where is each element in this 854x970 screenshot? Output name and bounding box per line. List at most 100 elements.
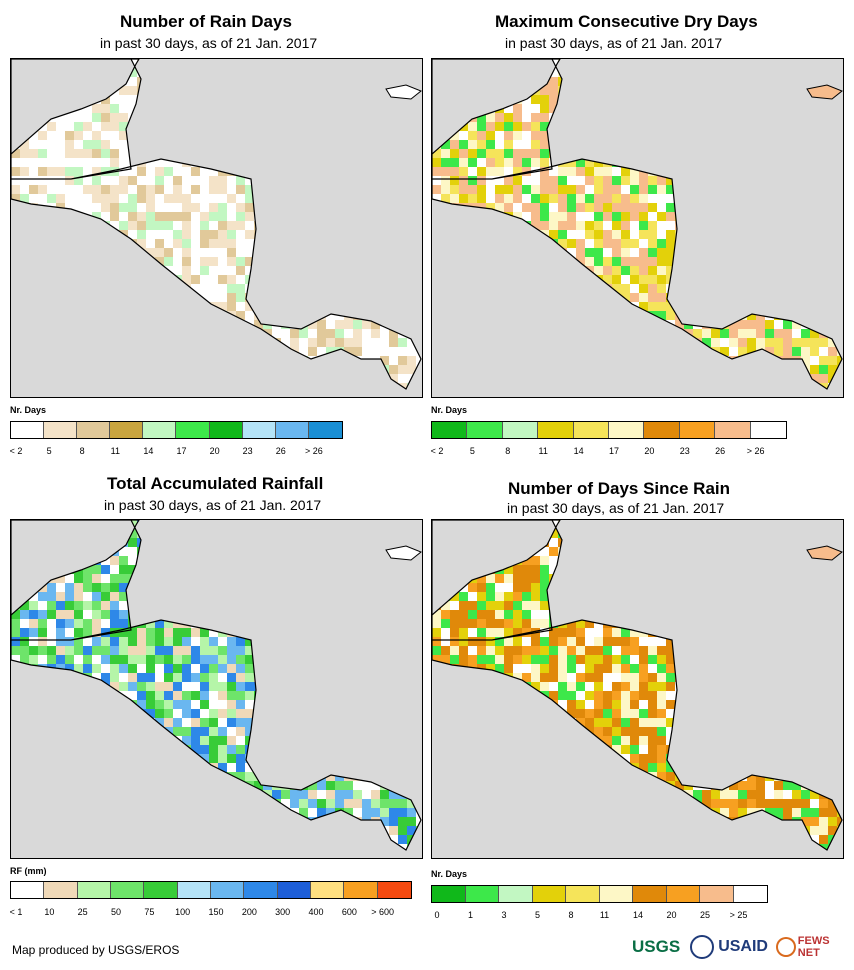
panel-title: Maximum Consecutive Dry Days: [495, 12, 758, 31]
legend-tick-label: 8: [568, 910, 574, 920]
legend-tick-label: 75: [144, 907, 155, 917]
legend-bar: [431, 885, 768, 903]
island-shape: [385, 545, 422, 561]
land-cells: [11, 59, 421, 389]
legend-tick-label: 11: [538, 446, 548, 456]
legend-swatch: [242, 422, 276, 438]
legend-tick-label: 17: [176, 446, 187, 456]
legend-ticks: 0 1 3 5 8 11 14 20 25 > 25: [431, 910, 766, 922]
panel-title: Total Accumulated Rainfall: [107, 474, 324, 493]
legend-swatch: [277, 882, 311, 898]
legend-swatch: [11, 422, 45, 438]
legend-tick-label: 20: [644, 446, 655, 456]
island-shape: [385, 84, 422, 100]
coastline: [11, 59, 422, 390]
logo-strip: USGS USAID FEWS NET: [632, 932, 854, 962]
map-days-since-rain[interactable]: [431, 519, 844, 859]
fewsnet-circle-icon: [775, 937, 796, 957]
legend-swatch: [532, 886, 566, 902]
legend-swatch: [573, 422, 609, 438]
legend-swatch: [44, 422, 78, 438]
legend-swatch: [566, 886, 600, 902]
map-canvas: [11, 520, 422, 851]
usaid-seal-icon: [690, 935, 715, 959]
legend-swatch: [110, 422, 144, 438]
legend-swatch: [77, 422, 111, 438]
legend-tick-label: 26: [275, 446, 286, 456]
legend-swatch: [377, 882, 411, 898]
legend-tick-label: 600: [341, 907, 357, 917]
usgs-logo: USGS: [632, 937, 681, 956]
land-cells: [432, 59, 842, 389]
map-canvas: [432, 59, 843, 390]
legend-tick-label: 23: [679, 446, 690, 456]
legend-unit: Nr. Days: [10, 405, 47, 415]
legend-tick-label: < 1: [9, 907, 23, 917]
legend-tick-label: 200: [241, 907, 257, 917]
legend-swatch: [733, 886, 767, 902]
legend-tick-label: 14: [573, 446, 584, 456]
legend-tick-label: 20: [666, 910, 677, 920]
legend-swatch: [644, 422, 680, 438]
legend-tick-label: 25: [699, 910, 711, 920]
legend-tick-label: > 600: [371, 907, 395, 917]
legend-tick-label: 3: [501, 910, 507, 920]
legend-swatch: [144, 882, 178, 898]
legend-swatch: [467, 422, 503, 438]
legend-swatch: [344, 882, 378, 898]
legend-tick-label: 25: [77, 907, 88, 917]
legend-tick-label: 1: [467, 910, 474, 920]
fewsnet-logo: FEWS NET: [775, 935, 854, 959]
legend-ticks: < 2 5 8 11 14 17 20 23 26 > 26: [431, 446, 785, 458]
legend-swatch: [44, 882, 78, 898]
legend-tick-label: 10: [44, 907, 55, 917]
island-shape: [806, 545, 843, 561]
legend-tick-label: 300: [275, 907, 291, 917]
legend-tick-label: 400: [308, 907, 324, 917]
legend-tick-label: 20: [209, 446, 220, 456]
legend-tick-label: > 26: [746, 446, 765, 456]
coastline: [432, 59, 843, 390]
legend-bar: [10, 421, 343, 439]
legend-swatch: [432, 422, 468, 438]
coastline: [432, 520, 843, 851]
map-total-rainfall[interactable]: [10, 519, 423, 859]
usaid-logo: USAID: [690, 935, 768, 959]
legend-bar: [10, 881, 412, 899]
legend-tick-label: < 2: [430, 446, 444, 456]
legend-swatch: [77, 882, 111, 898]
legend-swatch: [599, 886, 633, 902]
legend-swatch: [308, 422, 342, 438]
legend-tick-label: 14: [143, 446, 154, 456]
legend-tick-label: 26: [715, 446, 726, 456]
legend-swatch: [465, 886, 499, 902]
legend-swatch: [210, 882, 245, 898]
legend-swatch: [502, 422, 539, 438]
map-canvas: [11, 59, 422, 390]
legend-unit: Nr. Days: [431, 405, 468, 415]
map-canvas: [432, 520, 843, 851]
legend-swatch: [679, 422, 716, 438]
panel-title: Number of Days Since Rain: [508, 479, 731, 498]
legend-tick-label: 100: [175, 907, 191, 917]
credit-text: Map produced by USGS/EROS: [12, 943, 180, 957]
legend-swatch: [499, 886, 533, 902]
legend-swatch: [176, 422, 210, 438]
legend-swatch: [177, 882, 211, 898]
legend-swatch: [244, 882, 278, 898]
panel-subtitle: in past 30 days, as of 21 Jan. 2017: [507, 500, 725, 516]
legend-tick-label: 5: [469, 446, 475, 456]
fewsnet-logo-text: FEWS NET: [797, 935, 830, 959]
legend-swatch: [209, 422, 243, 438]
legend-tick-label: 8: [505, 446, 511, 456]
map-rain-days[interactable]: [10, 58, 423, 398]
legend-swatch: [750, 422, 786, 438]
panel-subtitle: in past 30 days, as of 21 Jan. 2017: [100, 35, 318, 51]
legend-tick-label: 23: [242, 446, 253, 456]
land-cells: [432, 520, 842, 850]
legend-tick-label: 150: [208, 907, 224, 917]
legend-tick-label: 5: [534, 910, 541, 920]
legend-tick-label: > 26: [305, 446, 323, 456]
map-dry-days[interactable]: [431, 58, 844, 398]
legend-tick-label: 11: [110, 446, 120, 456]
